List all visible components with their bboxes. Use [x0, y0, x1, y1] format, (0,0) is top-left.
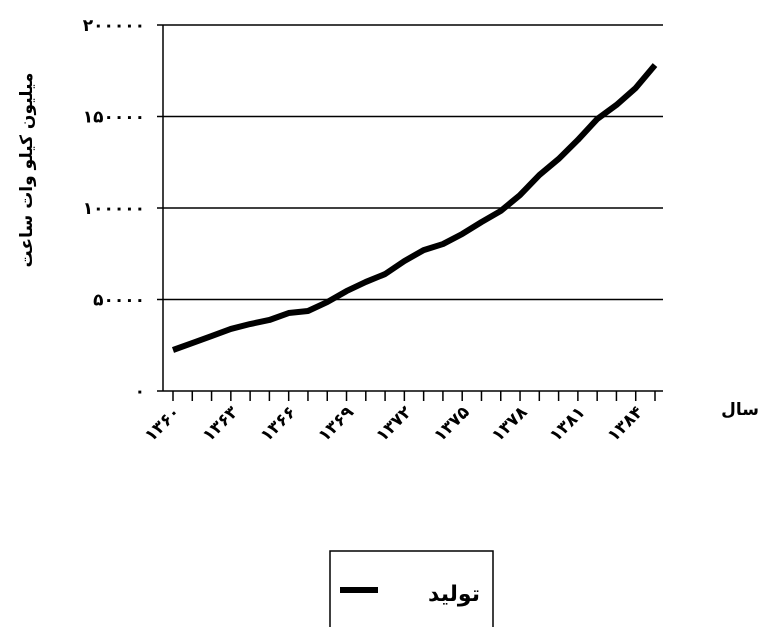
y-axis-label: میلیون کیلو وات ساعت	[17, 73, 37, 268]
y-tick-label: ۵۰۰۰۰	[93, 291, 145, 311]
legend: تولید	[329, 550, 494, 631]
y-tick-label: ۱۰۰۰۰۰	[83, 199, 145, 219]
x-tick-label: ۱۳۶۳	[199, 402, 243, 446]
y-tick-label: ۰	[135, 382, 145, 402]
x-tick-label: ۱۳۷۲	[372, 402, 416, 446]
x-tick-label: ۱۳۸۴	[604, 402, 647, 445]
y-tick-label: ۲۰۰۰۰۰	[83, 16, 145, 36]
x-tick-label: ۱۳۷۸	[488, 402, 532, 446]
y-tick-label: ۱۵۰۰۰۰	[83, 108, 145, 128]
x-tick-label: ۱۳۶۰	[141, 402, 184, 445]
x-axis-label: سال	[721, 400, 759, 420]
x-tick-label: ۱۳۸۱	[546, 402, 589, 445]
legend-label: تولید	[428, 582, 480, 607]
x-tick-label: ۱۳۶۶	[257, 402, 300, 445]
line-series	[171, 63, 658, 353]
x-tick-label: ۱۳۶۹	[315, 402, 359, 446]
x-tick-label: ۱۳۷۵	[430, 402, 473, 445]
